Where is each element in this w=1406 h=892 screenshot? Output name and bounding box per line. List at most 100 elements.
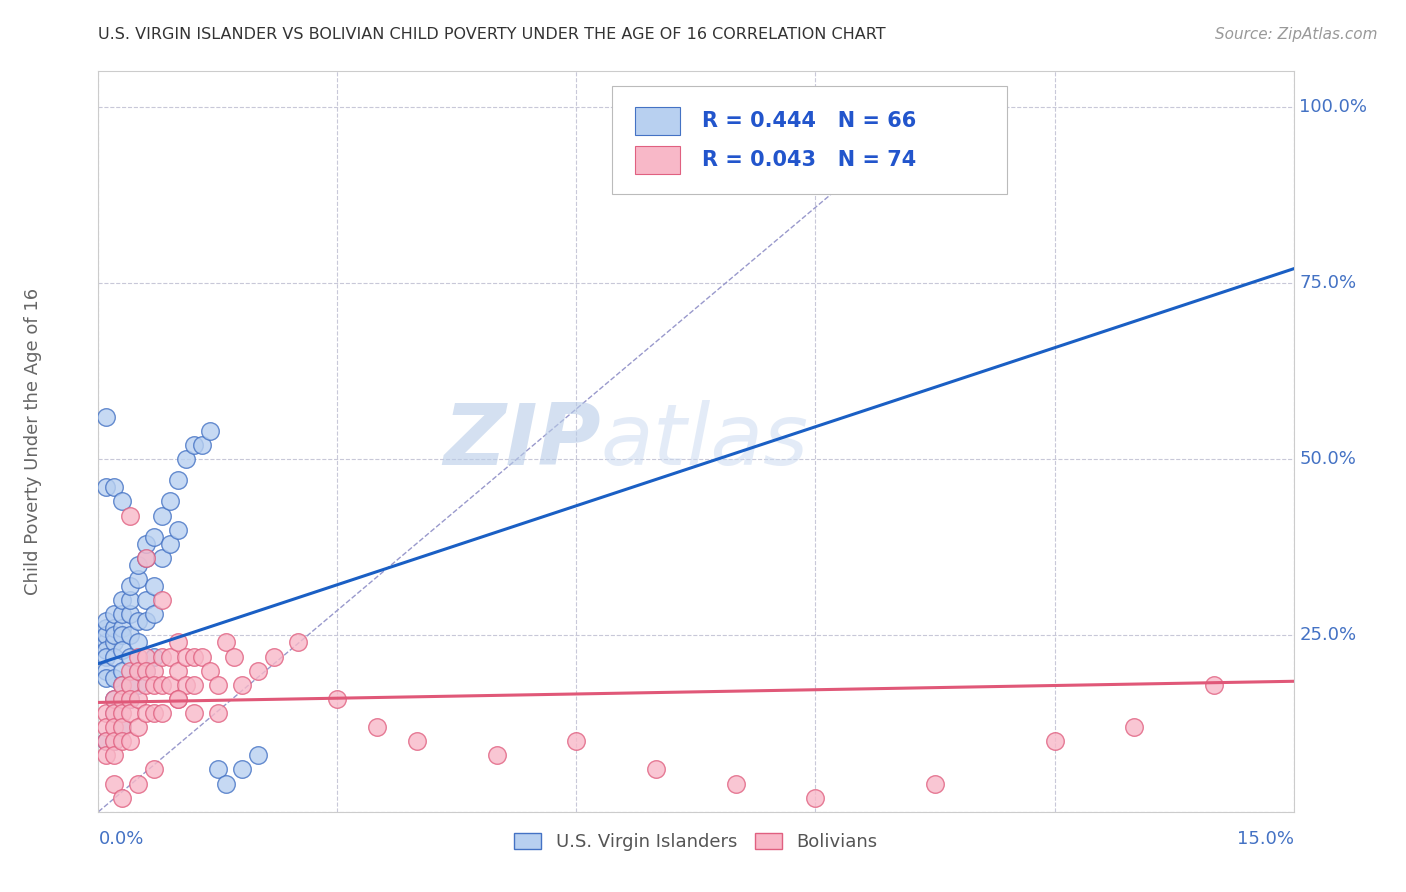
Text: 75.0%: 75.0%	[1299, 274, 1357, 292]
Point	[143, 649, 166, 664]
Point	[167, 523, 190, 537]
Point	[215, 776, 238, 790]
Point	[120, 692, 142, 706]
Point	[103, 720, 125, 734]
Point	[150, 706, 173, 720]
Point	[103, 692, 125, 706]
Point	[96, 628, 118, 642]
Point	[135, 664, 157, 678]
Point	[150, 649, 173, 664]
Point	[96, 635, 118, 649]
Point	[120, 734, 142, 748]
Point	[111, 678, 134, 692]
Point	[120, 508, 142, 523]
Point	[143, 763, 166, 777]
Point	[120, 607, 142, 622]
Point	[1123, 720, 1146, 734]
Point	[222, 649, 245, 664]
Point	[135, 706, 157, 720]
Point	[263, 649, 285, 664]
Point	[183, 649, 205, 664]
Text: R = 0.043   N = 74: R = 0.043 N = 74	[702, 150, 917, 170]
Text: U.S. VIRGIN ISLANDER VS BOLIVIAN CHILD POVERTY UNDER THE AGE OF 16 CORRELATION C: U.S. VIRGIN ISLANDER VS BOLIVIAN CHILD P…	[98, 27, 886, 42]
Point	[120, 678, 142, 692]
Point	[143, 530, 166, 544]
Point	[183, 678, 205, 692]
Point	[135, 550, 157, 565]
Point	[127, 615, 149, 629]
Point	[127, 720, 149, 734]
Point	[231, 678, 253, 692]
Point	[103, 706, 125, 720]
Point	[103, 734, 125, 748]
Bar	[636, 107, 681, 135]
Text: 15.0%: 15.0%	[1236, 830, 1294, 848]
Point	[127, 635, 149, 649]
Point	[159, 678, 181, 692]
Point	[150, 550, 173, 565]
Point	[183, 438, 205, 452]
Point	[96, 642, 118, 657]
Point	[96, 615, 118, 629]
Point	[645, 763, 668, 777]
Point	[111, 692, 134, 706]
Point	[103, 776, 125, 790]
Legend: U.S. Virgin Islanders, Bolivians: U.S. Virgin Islanders, Bolivians	[508, 825, 884, 858]
Point	[191, 649, 214, 664]
Point	[724, 776, 747, 790]
Point	[135, 537, 157, 551]
Point	[1202, 678, 1225, 692]
Point	[127, 776, 149, 790]
Point	[174, 678, 197, 692]
Point	[150, 678, 173, 692]
Point	[150, 593, 173, 607]
Point	[96, 621, 118, 635]
Point	[96, 480, 118, 494]
Point	[127, 558, 149, 572]
Point	[198, 424, 221, 438]
Point	[111, 593, 134, 607]
Point	[198, 664, 221, 678]
Point	[143, 664, 166, 678]
Point	[127, 692, 149, 706]
Point	[103, 692, 125, 706]
Point	[231, 763, 253, 777]
Point	[159, 649, 181, 664]
Point	[127, 678, 149, 692]
Point	[96, 748, 118, 763]
Point	[485, 748, 508, 763]
Point	[120, 579, 142, 593]
Point	[111, 720, 134, 734]
Point	[96, 649, 118, 664]
Point	[111, 607, 134, 622]
Point	[127, 664, 149, 678]
Point	[111, 678, 134, 692]
Point	[1043, 734, 1066, 748]
Point	[135, 615, 157, 629]
Point	[120, 628, 142, 642]
Point	[127, 664, 149, 678]
Point	[103, 748, 125, 763]
Point	[135, 678, 157, 692]
Point	[120, 692, 142, 706]
Point	[111, 494, 134, 508]
Point	[326, 692, 349, 706]
Point	[127, 649, 149, 664]
Point	[111, 642, 134, 657]
Point	[191, 438, 214, 452]
Text: ZIP: ZIP	[443, 400, 600, 483]
Point	[96, 706, 118, 720]
FancyBboxPatch shape	[612, 87, 1007, 194]
Point	[96, 409, 118, 424]
Point	[135, 593, 157, 607]
Point	[103, 628, 125, 642]
Point	[96, 734, 118, 748]
Point	[135, 550, 157, 565]
Point	[127, 572, 149, 586]
Point	[120, 664, 142, 678]
Text: Source: ZipAtlas.com: Source: ZipAtlas.com	[1215, 27, 1378, 42]
Point	[159, 537, 181, 551]
Text: 50.0%: 50.0%	[1299, 450, 1357, 468]
Point	[111, 664, 134, 678]
Point	[207, 678, 229, 692]
